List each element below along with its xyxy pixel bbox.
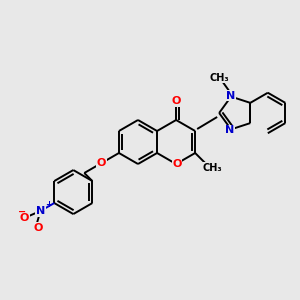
Text: O: O (97, 158, 106, 168)
Text: −: − (18, 207, 26, 217)
Text: O: O (20, 213, 29, 223)
Text: CH₃: CH₃ (209, 73, 229, 83)
Text: N: N (36, 206, 45, 216)
Text: N: N (226, 91, 236, 100)
Text: O: O (34, 223, 43, 233)
Text: +: + (45, 200, 52, 209)
Text: O: O (172, 159, 182, 169)
Text: O: O (171, 96, 181, 106)
Text: CH₃: CH₃ (202, 163, 222, 173)
Text: N: N (225, 125, 235, 135)
